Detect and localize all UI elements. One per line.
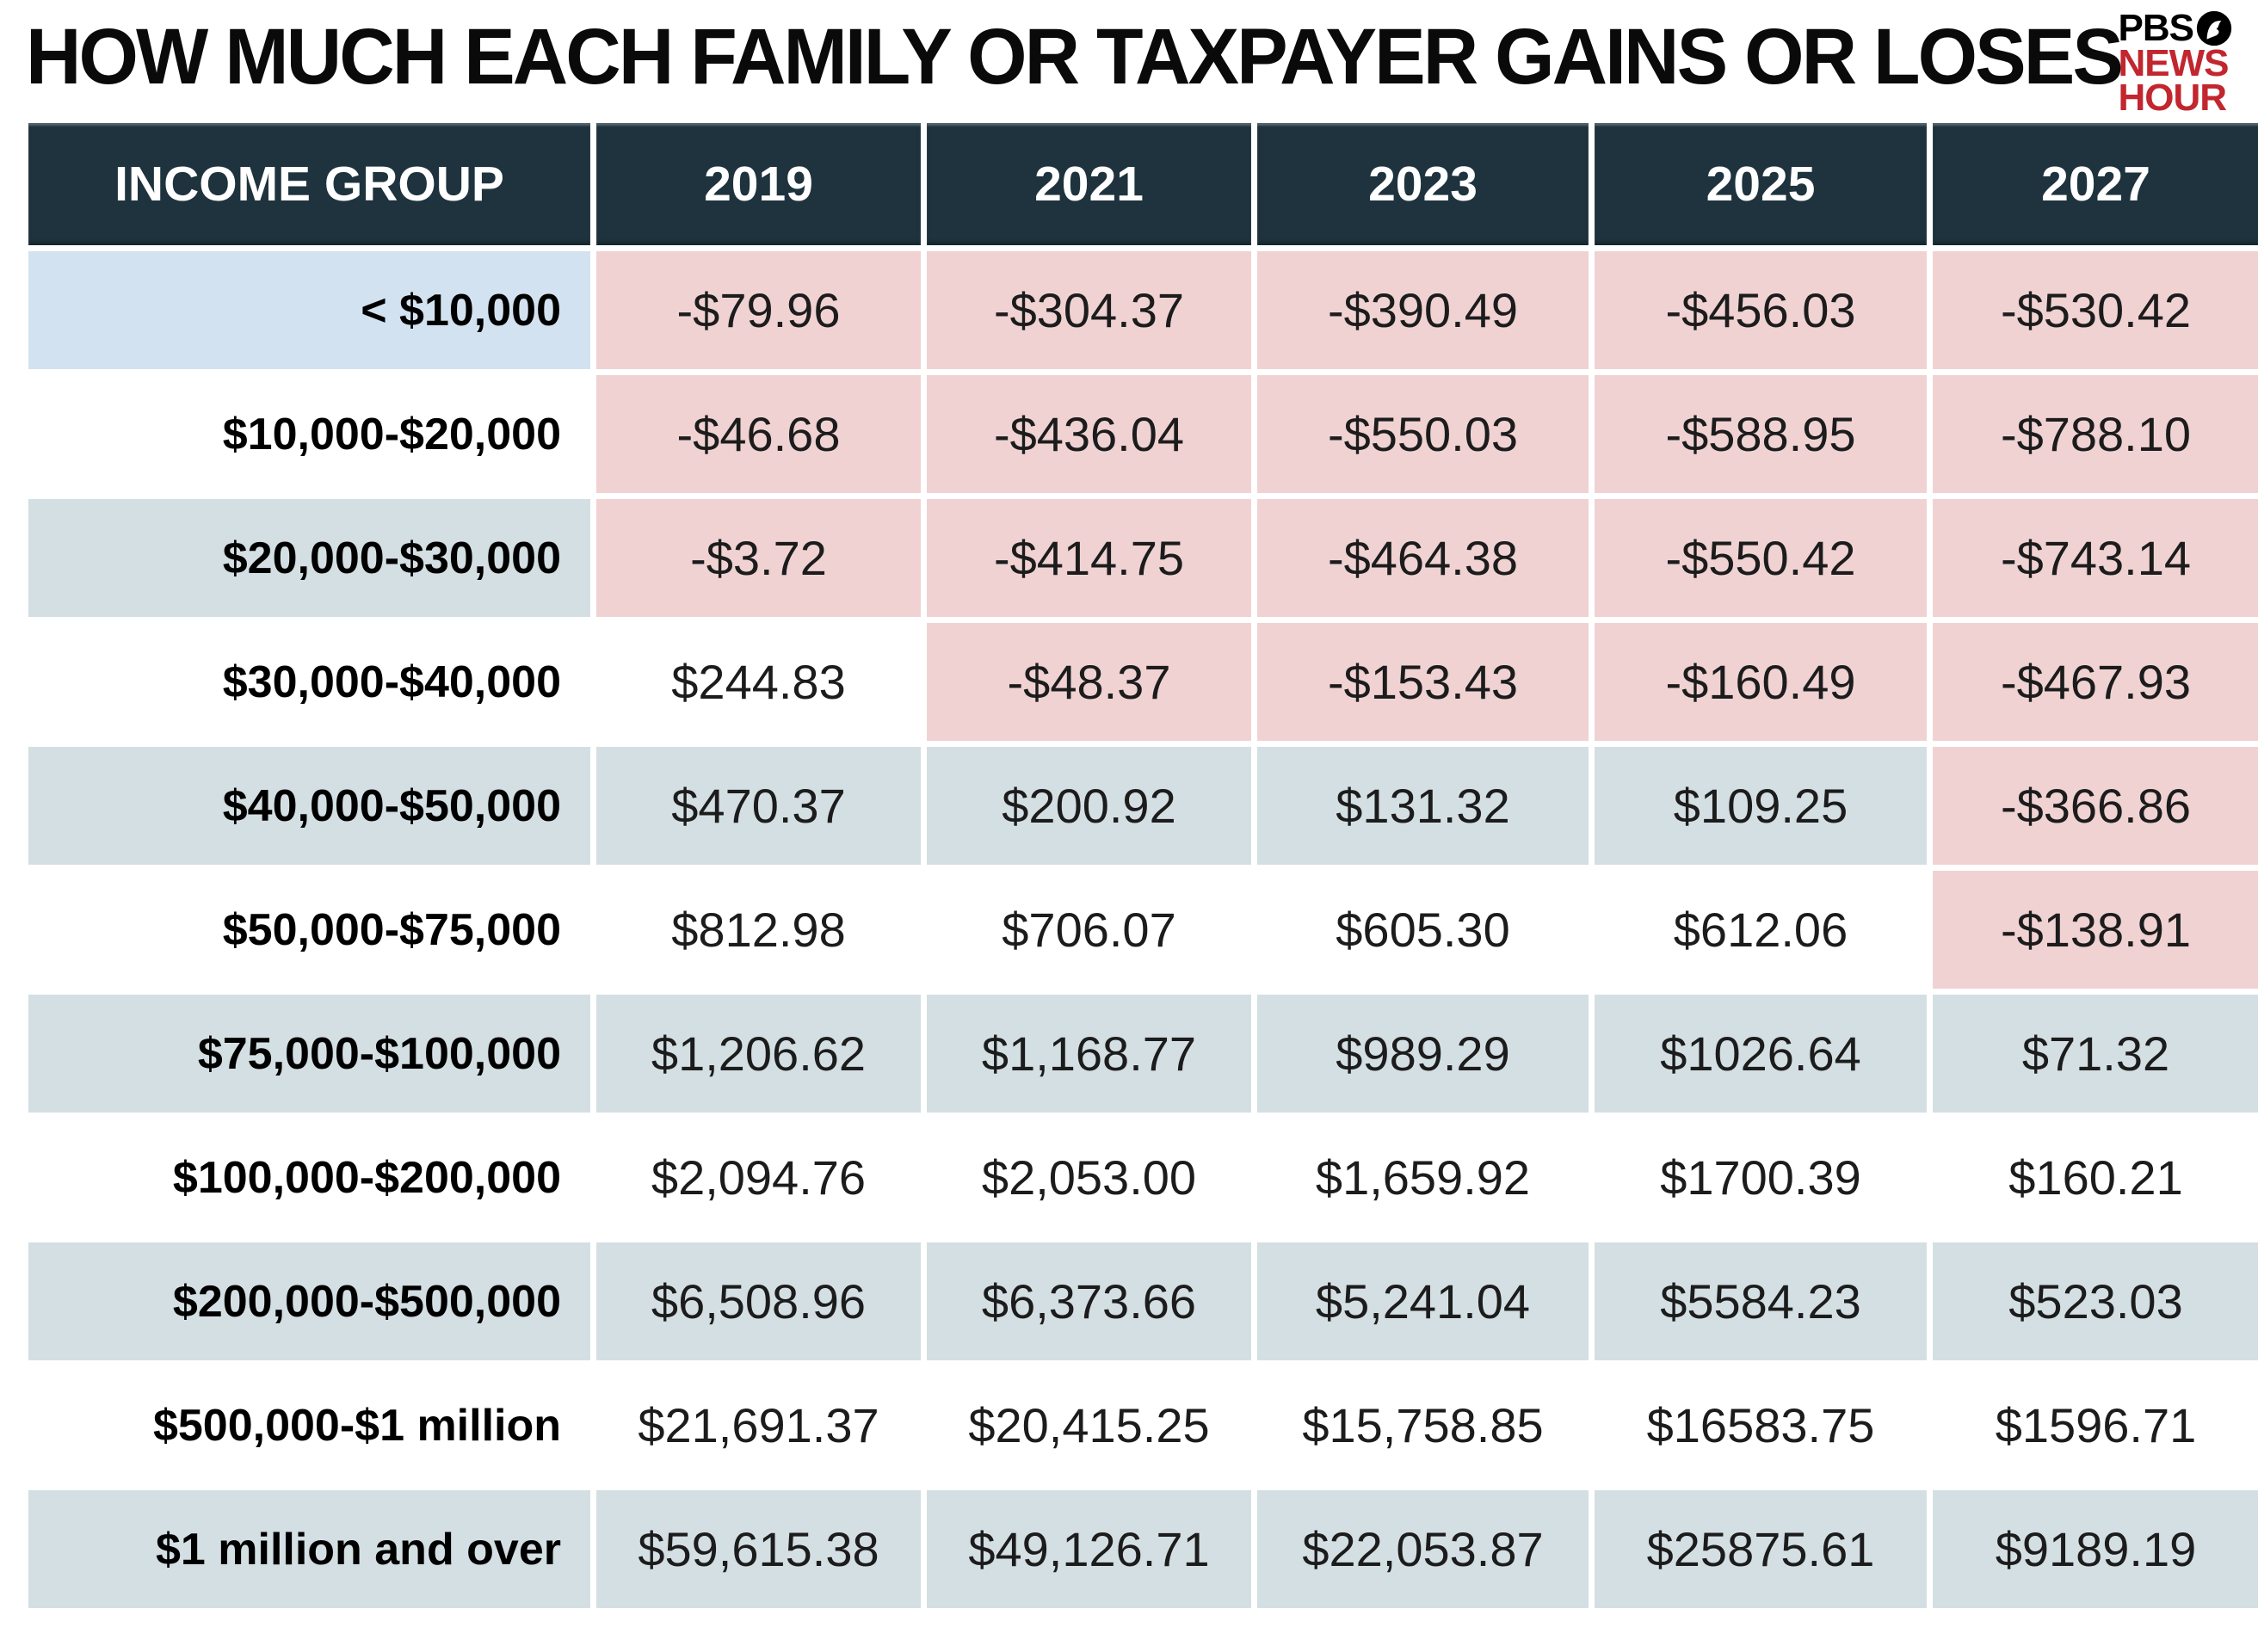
gains-losses-table: INCOME GROUP 2019 2021 2023 2025 2027 < $10,00… [28, 123, 2258, 1608]
value-cell: $612.06 [1595, 871, 1927, 989]
column-header-year: 2023 [1257, 123, 1589, 245]
value-cell: $812.98 [596, 871, 921, 989]
value-cell: -$550.42 [1595, 499, 1927, 617]
row-label: $40,000-$50,000 [28, 747, 590, 865]
column-header-year: 2025 [1595, 123, 1927, 245]
row-label: $10,000-$20,000 [28, 375, 590, 493]
value-cell: -$153.43 [1257, 623, 1589, 741]
value-cell: $9189.19 [1933, 1490, 2258, 1608]
value-cell: -$467.93 [1933, 623, 2258, 741]
page-title: HOW MUCH EACH FAMILY OR TAXPAYER GAINS O… [26, 13, 2124, 101]
column-header-income-group: INCOME GROUP [28, 123, 590, 245]
value-cell: $49,126.71 [927, 1490, 1251, 1608]
logo-pbs-text: PBS [2118, 6, 2194, 49]
value-cell: -$530.42 [1933, 251, 2258, 369]
column-header-year: 2021 [927, 123, 1251, 245]
pbs-head-icon [2196, 10, 2232, 46]
value-cell: $989.29 [1257, 995, 1589, 1113]
value-cell: -$588.95 [1595, 375, 1927, 493]
value-cell: $1026.64 [1595, 995, 1927, 1113]
value-cell: -$46.68 [596, 375, 921, 493]
logo-news-text: NEWS [2118, 42, 2230, 84]
value-cell: $5584.23 [1595, 1242, 1927, 1360]
value-cell: -$160.49 [1595, 623, 1927, 741]
value-cell: -$788.10 [1933, 375, 2258, 493]
value-cell: $5,241.04 [1257, 1242, 1589, 1360]
value-cell: $2,094.76 [596, 1119, 921, 1236]
value-cell: -$390.49 [1257, 251, 1589, 369]
value-cell: $1,168.77 [927, 995, 1251, 1113]
logo-pbs-line: PBS [2118, 6, 2232, 49]
value-cell: $706.07 [927, 871, 1251, 989]
value-cell: -$550.03 [1257, 375, 1589, 493]
row-label: $100,000-$200,000 [28, 1119, 590, 1236]
row-label: < $10,000 [28, 251, 590, 369]
row-label: $200,000-$500,000 [28, 1242, 590, 1360]
value-cell: $16583.75 [1595, 1366, 1927, 1484]
value-cell: $59,615.38 [596, 1490, 921, 1608]
value-cell: $131.32 [1257, 747, 1589, 865]
logo-hour-text: HOUR [2118, 77, 2228, 120]
row-label: $500,000-$1 million [28, 1366, 590, 1484]
pbs-newshour-logo: PBS NEWS HOUR [2118, 6, 2232, 120]
value-cell: -$138.91 [1933, 871, 2258, 989]
value-cell: -$79.96 [596, 251, 921, 369]
value-cell: -$743.14 [1933, 499, 2258, 617]
value-cell: $25875.61 [1595, 1490, 1927, 1608]
value-cell: $244.83 [596, 623, 921, 741]
column-header-year: 2019 [596, 123, 921, 245]
value-cell: $15,758.85 [1257, 1366, 1589, 1484]
row-label: $50,000-$75,000 [28, 871, 590, 989]
value-cell: -$456.03 [1595, 251, 1927, 369]
value-cell: $21,691.37 [596, 1366, 921, 1484]
row-label: $1 million and over [28, 1490, 590, 1608]
value-cell: -$414.75 [927, 499, 1251, 617]
value-cell: $160.21 [1933, 1119, 2258, 1236]
value-cell: -$436.04 [927, 375, 1251, 493]
value-cell: -$48.37 [927, 623, 1251, 741]
value-cell: $71.32 [1933, 995, 2258, 1113]
value-cell: $605.30 [1257, 871, 1589, 989]
value-cell: $1,206.62 [596, 995, 921, 1113]
value-cell: $1,659.92 [1257, 1119, 1589, 1236]
value-cell: -$304.37 [927, 251, 1251, 369]
value-cell: $22,053.87 [1257, 1490, 1589, 1608]
value-cell: -$464.38 [1257, 499, 1589, 617]
value-cell: -$3.72 [596, 499, 921, 617]
value-cell: $470.37 [596, 747, 921, 865]
row-label: $20,000-$30,000 [28, 499, 590, 617]
value-cell: $2,053.00 [927, 1119, 1251, 1236]
value-cell: $200.92 [927, 747, 1251, 865]
value-cell: -$366.86 [1933, 747, 2258, 865]
value-cell: $6,508.96 [596, 1242, 921, 1360]
row-label: $30,000-$40,000 [28, 623, 590, 741]
value-cell: $1596.71 [1933, 1366, 2258, 1484]
row-label: $75,000-$100,000 [28, 995, 590, 1113]
value-cell: $523.03 [1933, 1242, 2258, 1360]
value-cell: $109.25 [1595, 747, 1927, 865]
value-cell: $6,373.66 [927, 1242, 1251, 1360]
column-header-year: 2027 [1933, 123, 2258, 245]
value-cell: $20,415.25 [927, 1366, 1251, 1484]
value-cell: $1700.39 [1595, 1119, 1927, 1236]
